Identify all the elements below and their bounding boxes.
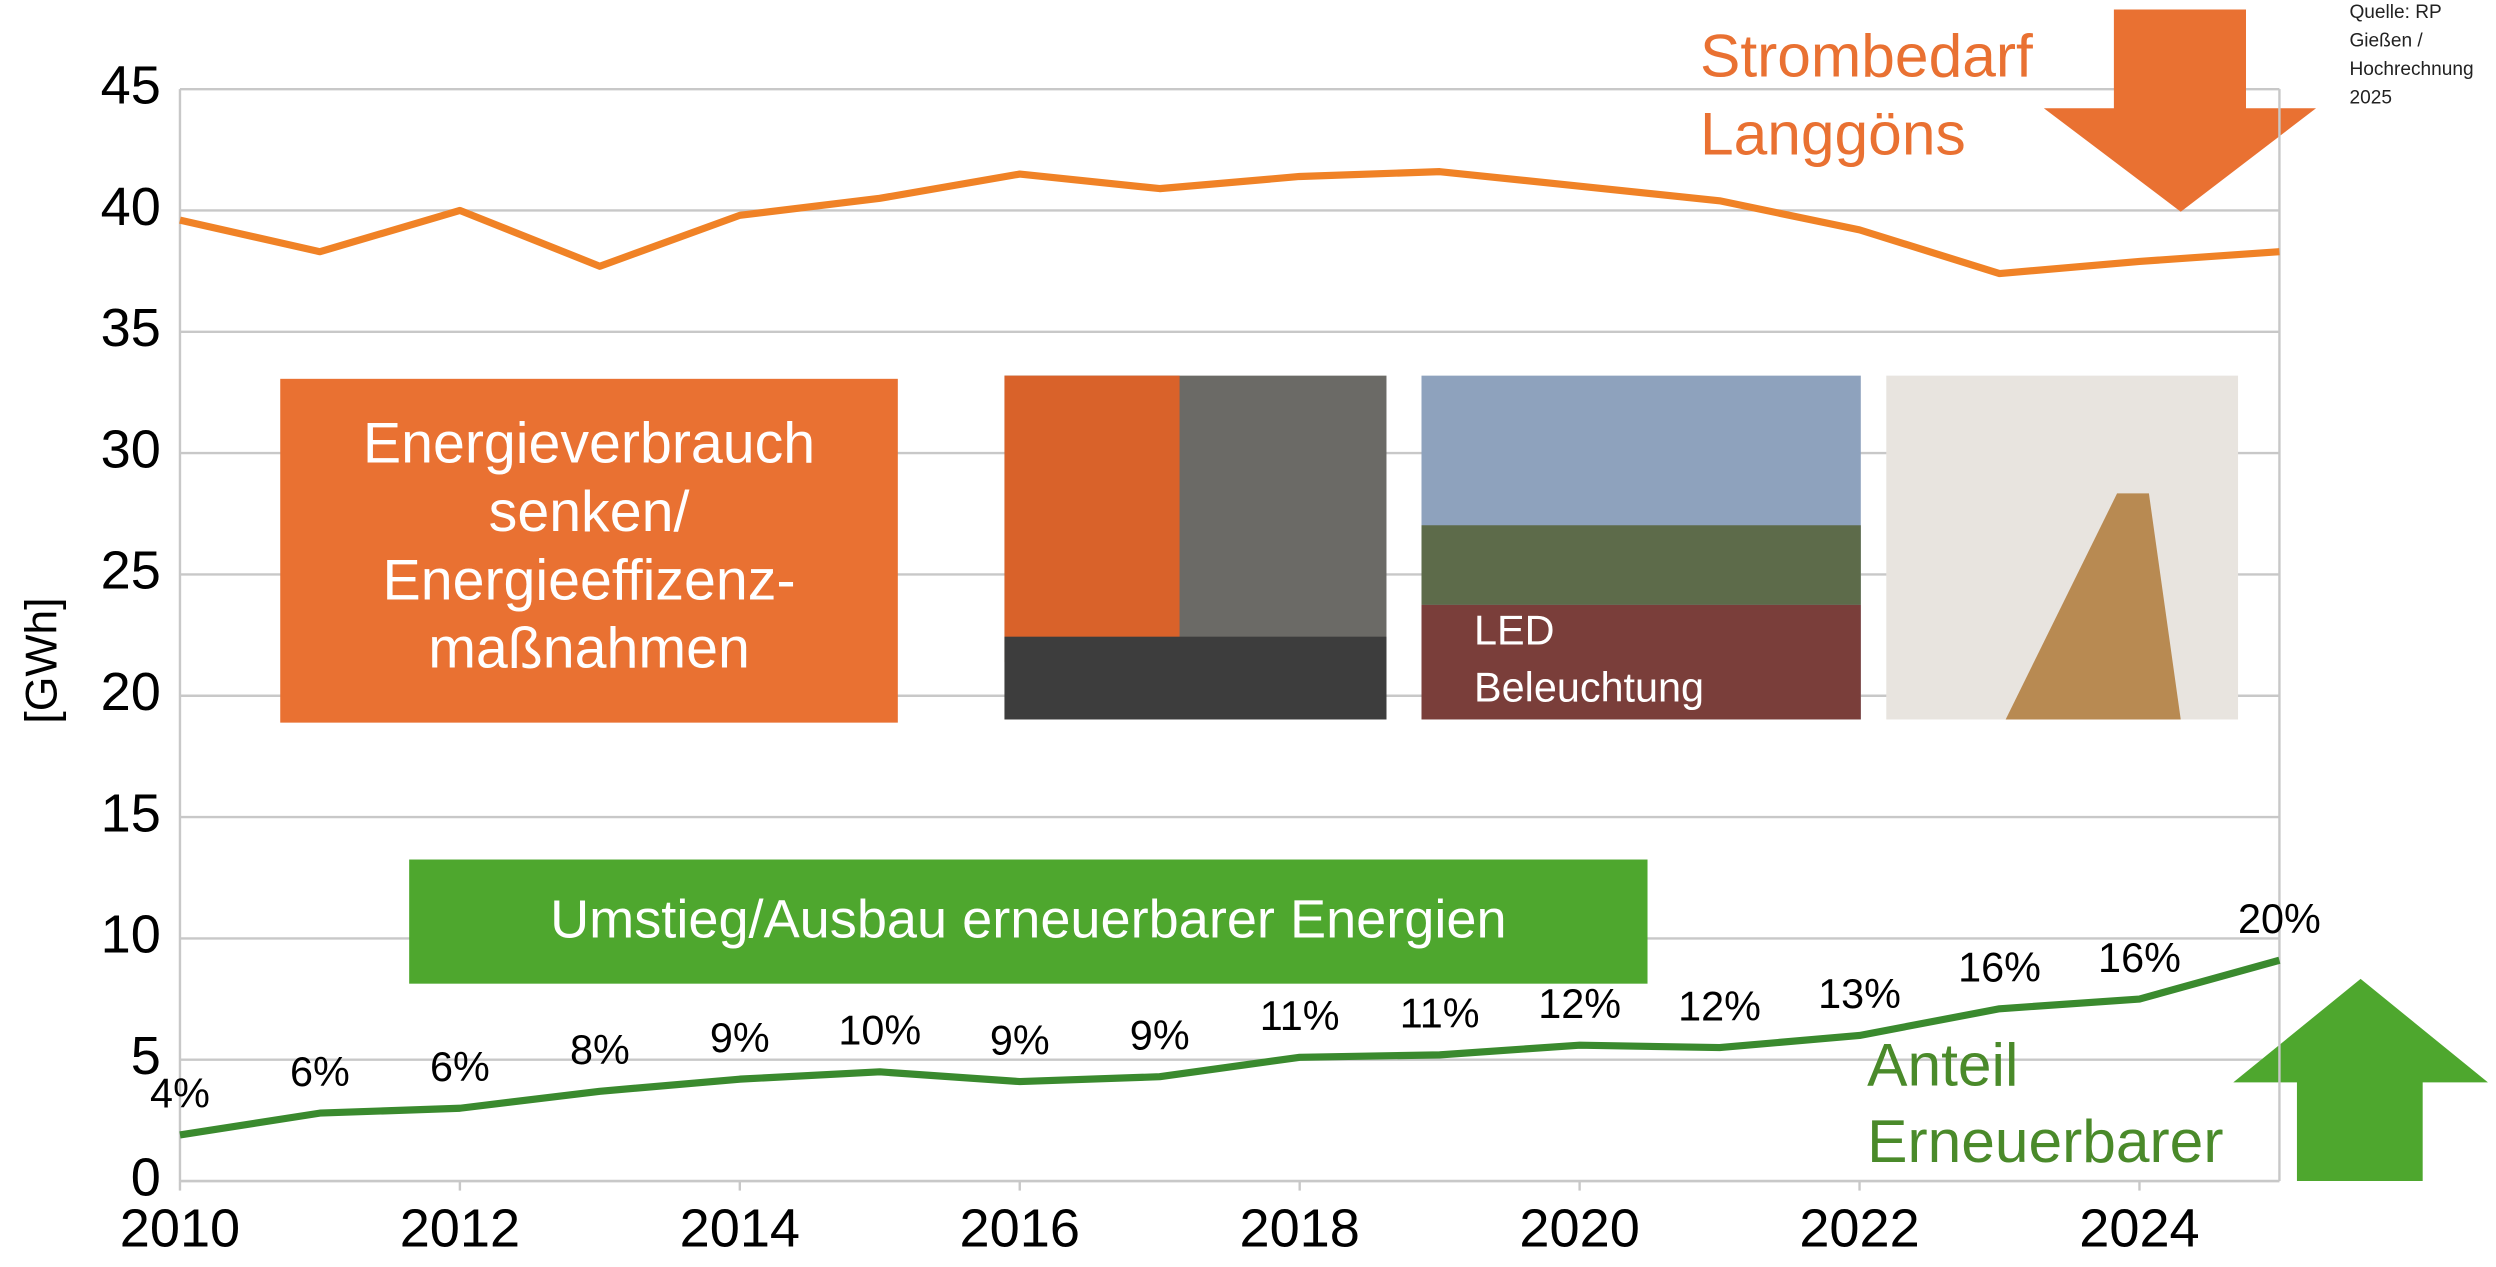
source: Hochrechnung (2349, 59, 2473, 80)
y-tick-label: 45 (101, 55, 161, 115)
box-text: Energieverbrauch (363, 411, 815, 475)
x-tick-label: 2016 (960, 1198, 1080, 1258)
page: LED Beleuchtung Energieverbrauch senken/… (0, 0, 2496, 1267)
value-label: 20% (2238, 896, 2321, 942)
value-label: 11% (1400, 991, 1480, 1037)
x-tick-label: 2022 (1799, 1198, 1919, 1258)
annotation: Langgöns (1700, 99, 1966, 167)
y-tick-label: 35 (101, 298, 161, 358)
value-label: 10% (838, 1008, 921, 1054)
value-label: 11% (1260, 993, 1340, 1039)
photo-ground (1004, 637, 1386, 720)
value-label: 8% (570, 1027, 630, 1073)
value-label: 12% (1678, 983, 1761, 1029)
x-tick-label: 2024 (2079, 1198, 2199, 1258)
box-text: maßnahmen (428, 617, 750, 681)
box-text: Energieeffizenz- (383, 548, 796, 612)
value-label: 12% (1538, 981, 1621, 1027)
x-tick-label: 2012 (400, 1198, 520, 1258)
photo-field (1421, 525, 1860, 605)
value-label: 9% (710, 1015, 770, 1061)
photo-caption: Beleuchtung (1474, 665, 1704, 711)
x-tick-label: 2014 (680, 1198, 800, 1258)
y-axis-label: [GWh] (17, 597, 66, 723)
value-label: 16% (1958, 945, 2041, 991)
annotation: Anteil (1867, 1031, 2018, 1099)
up-arrow (2233, 979, 2488, 1181)
source: 2025 (2349, 88, 2391, 109)
value-label: 6% (290, 1049, 350, 1095)
value-label: 9% (990, 1017, 1050, 1063)
x-tick-label: 2010 (120, 1198, 240, 1258)
box-text: senken/ (489, 480, 690, 544)
y-tick-label: 10 (101, 905, 161, 965)
y-tick-label: 40 (101, 177, 161, 237)
photo-truck (1004, 376, 1179, 663)
value-label: 6% (430, 1044, 490, 1090)
y-tick-label: 25 (101, 541, 161, 601)
annotation: Erneuerbarer (1867, 1107, 2223, 1175)
series-line (180, 172, 2279, 274)
value-label: 4% (150, 1071, 210, 1117)
y-tick-label: 30 (101, 419, 161, 479)
down-arrow (2044, 10, 2316, 212)
photo-caption: LED (1474, 607, 1555, 653)
box-text: Umstieg/Ausbau erneuerbarer Energien (550, 889, 1506, 949)
chart: LED Beleuchtung Energieverbrauch senken/… (0, 0, 2496, 1267)
value-label: 13% (1818, 971, 1901, 1017)
x-tick-label: 2020 (1519, 1198, 1639, 1258)
y-tick-label: 20 (101, 662, 161, 722)
value-label: 16% (2098, 935, 2181, 981)
source: Quelle: RP (2349, 2, 2441, 23)
source: Gießen / (2349, 30, 2423, 51)
annotation: Strombedarf (1700, 21, 2033, 89)
y-tick-label: 15 (101, 783, 161, 843)
value-label: 9% (1130, 1012, 1190, 1058)
x-tick-label: 2018 (1239, 1198, 1359, 1258)
